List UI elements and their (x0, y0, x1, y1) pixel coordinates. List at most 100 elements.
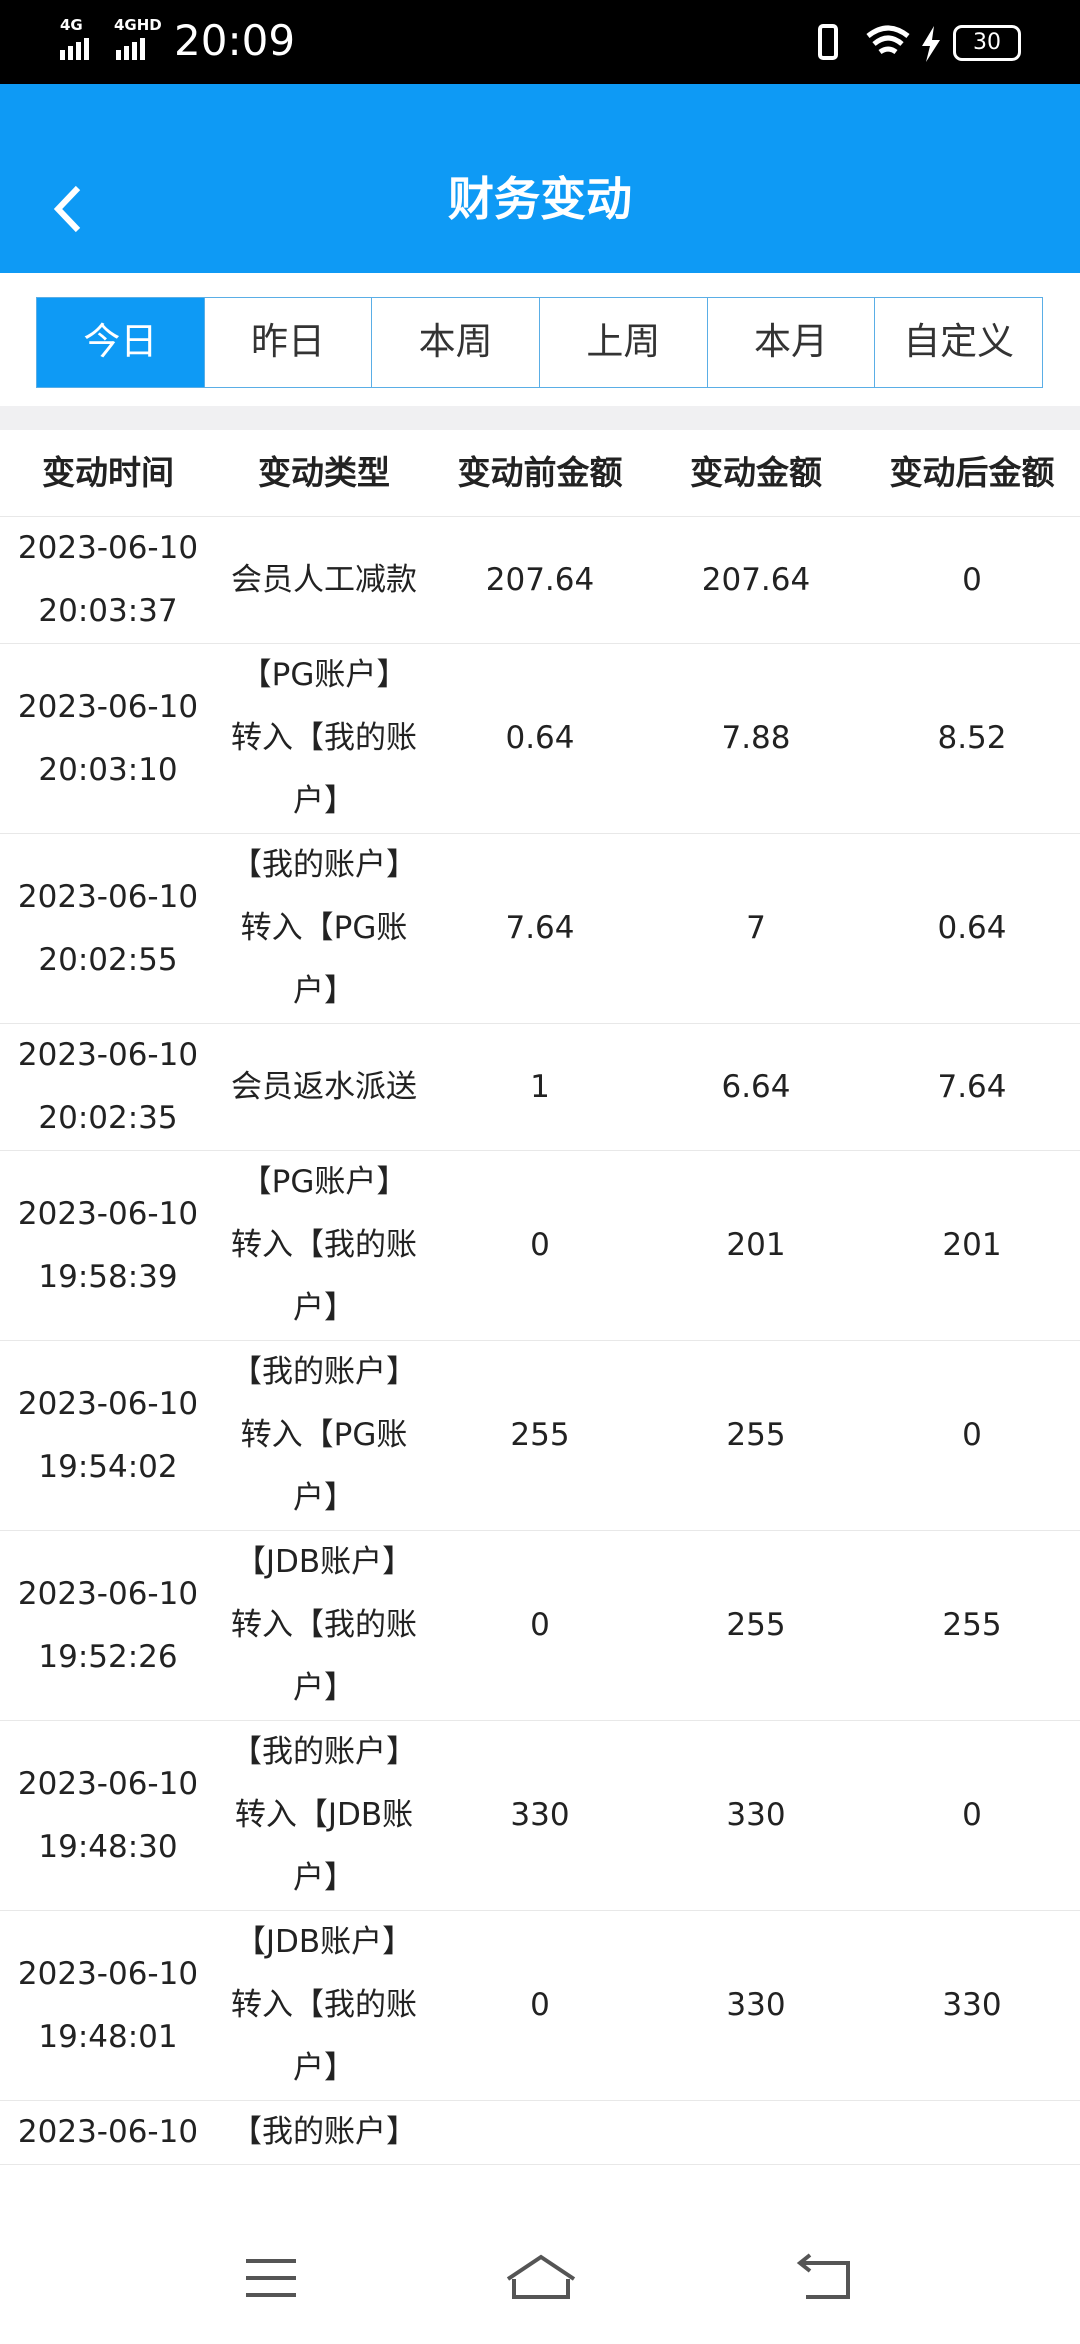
table-row: 2023-06-10 20:03:37 会员人工减款 207.64 207.64 0 (0, 517, 1080, 644)
amount-cell: 1 (530, 1068, 550, 1105)
table-row: 2023-06-10 19:48:01 【JDB账户】转入【我的账户】 0 330 330 (0, 1911, 1080, 2101)
amount-cell: 0 (530, 1987, 550, 2023)
time-cell: 2023-06-10 19:48:30 (0, 1753, 216, 1879)
table-row: 2023-06-10 19:58:39 【PG账户】转入【我的账户】 0 201 201 (0, 1151, 1080, 1341)
time: 20:02:55 (38, 941, 178, 978)
clock: 20:09 (174, 16, 296, 65)
date: 2023-06-10 (17, 1575, 199, 1612)
time: 19:52:26 (38, 1638, 178, 1675)
amount-cell: 0 (530, 1227, 550, 1263)
nav-bar (0, 2215, 1080, 2340)
time: 20:03:37 (38, 593, 178, 629)
time-cell: 2023-06-10 (0, 2101, 216, 2164)
table-row: 2023-06-10 【我的账户】 (0, 2101, 1080, 2165)
time: 19:58:39 (38, 1258, 178, 1295)
nav-icons (246, 2253, 850, 2299)
amount-cell: 0.64 (937, 910, 1007, 946)
date: 2023-06-10 (17, 530, 199, 566)
signal-bars (60, 38, 145, 60)
table-row: 2023-06-10 20:02:55 【我的账户】转入【PG账户】 7.64 7 0.6… (0, 834, 1080, 1024)
amount-cell: 330 (726, 1797, 786, 1833)
type-cell: 【PG账户】转入【我的账户】 (216, 644, 432, 833)
type-cell: 会员人工减款 (216, 549, 432, 612)
battery: 30 (953, 25, 1021, 61)
signal: 4GHD (114, 16, 162, 34)
transactions-table: 变动时间 变动类型 变动前金额 变动金额 变动后金额 2023-06-10 20:03:37… (0, 430, 1080, 2215)
date: 2023-06-10 (17, 1955, 199, 1992)
time-cell: 2023-06-10 19:48:01 (0, 1943, 216, 2069)
time: 20:02:35 (38, 1100, 178, 1136)
amount-cell: 7.64 (505, 910, 575, 946)
time-cell: 2023-06-10 20:02:55 (0, 866, 216, 992)
type: 【PG账户】转入【我的账户】 (231, 657, 417, 819)
type: 【我的账户】转入【JDB账户】 (231, 1734, 417, 1896)
type: 【JDB账户】转入【我的账户】 (231, 1924, 417, 2086)
signal: 4G (60, 16, 83, 34)
time: 20:03:10 (38, 751, 178, 788)
table-row: 2023-06-10 20:03:10 【PG账户】转入【我的账户】 0.64 7.88… (0, 644, 1080, 834)
type-cell: 【JDB账户】转入【我的账户】 (216, 1531, 432, 1720)
type-cell: 【我的账户】转入【PG账户】 (216, 1341, 432, 1530)
amount-cell: 8.52 (937, 720, 1007, 756)
type-cell: 【我的账户】转入【JDB账户】 (216, 1721, 432, 1910)
amount-cell: 0 (962, 561, 982, 598)
amount-cell: 7 (746, 910, 766, 946)
time-cell: 2023-06-10 20:03:37 (0, 517, 216, 643)
date: 2023-06-10 (17, 1385, 199, 1422)
amount-cell: 207.64 (701, 561, 811, 598)
amount-cell: 255 (510, 1417, 570, 1453)
type-cell: 会员返水派送 (216, 1056, 432, 1119)
type-cell: 【PG账户】转入【我的账户】 (216, 1151, 432, 1340)
type-cell: 【我的账户】 (216, 2101, 432, 2164)
amount-cell: 330 (942, 1987, 1002, 2023)
tab[interactable]: 本月 (706, 298, 875, 387)
amount-cell: 201 (726, 1227, 786, 1263)
table-row: 2023-06-10 20:02:35 会员返水派送 1 6.64 7.64 (0, 1024, 1080, 1151)
table-row: 2023-06-10 19:48:30 【我的账户】转入【JDB账户】 330 330 0 (0, 1721, 1080, 1911)
amount-cell: 0.64 (505, 720, 575, 756)
amount-cell: 0 (530, 1607, 550, 1643)
column-header: 变动后金额 (889, 453, 1055, 492)
date: 2023-06-10 (17, 1195, 199, 1232)
tab[interactable]: 昨日 (203, 298, 372, 387)
status-icons (818, 24, 940, 62)
table-row: 2023-06-10 19:54:02 【我的账户】转入【PG账户】 255 255 0 (0, 1341, 1080, 1531)
tab[interactable]: 本周 (371, 298, 539, 387)
date: 2023-06-10 (17, 688, 199, 725)
time-cell: 2023-06-10 20:02:35 (0, 1024, 216, 1150)
back-button[interactable] (48, 184, 88, 234)
date: 2023-06-10 (17, 2114, 199, 2150)
type: 【JDB账户】转入【我的账户】 (231, 1544, 417, 1706)
date: 2023-06-10 (17, 1765, 199, 1802)
amount-cell: 0 (962, 1797, 982, 1833)
amount-cell: 0 (962, 1417, 982, 1453)
time-cell: 2023-06-10 19:58:39 (0, 1183, 216, 1309)
amount-cell: 207.64 (485, 561, 595, 598)
time: 19:54:02 (38, 1448, 178, 1485)
app-header: 财务变动 (0, 84, 1080, 273)
column-header: 变动前金额 (457, 453, 623, 492)
divider (0, 406, 1080, 430)
tab[interactable]: 上周 (539, 298, 707, 387)
time-cell: 2023-06-10 20:03:10 (0, 676, 216, 802)
status-bar: 4G 4GHD 20:09 30 (0, 0, 1080, 84)
type: 【我的账户】转入【PG账户】 (231, 847, 417, 1009)
type: 【我的账户】转入【PG账户】 (231, 1354, 417, 1516)
table-row: 2023-06-10 19:52:26 【JDB账户】转入【我的账户】 0 255 255 (0, 1531, 1080, 1721)
amount-cell: 255 (942, 1607, 1002, 1643)
header-row: 变动时间 变动类型 变动前金额 变动金额 变动后金额 (0, 430, 1080, 517)
type-cell: 【我的账户】转入【PG账户】 (216, 834, 432, 1023)
column-header: 变动类型 (258, 453, 390, 492)
page-title: 财务变动 (448, 172, 632, 226)
amount-cell: 7.88 (721, 720, 791, 756)
column-header: 变动时间 (42, 453, 174, 492)
tab[interactable]: 今日 (37, 298, 204, 387)
type: 【我的账户】 (231, 2114, 417, 2150)
time-cell: 2023-06-10 19:54:02 (0, 1373, 216, 1499)
tab[interactable]: 自定义 (874, 298, 1042, 387)
date: 2023-06-10 (17, 1037, 199, 1073)
amount-cell: 201 (942, 1227, 1002, 1263)
type-cell: 【JDB账户】转入【我的账户】 (216, 1911, 432, 2100)
amount-cell: 255 (726, 1607, 786, 1643)
amount-cell: 255 (726, 1417, 786, 1453)
